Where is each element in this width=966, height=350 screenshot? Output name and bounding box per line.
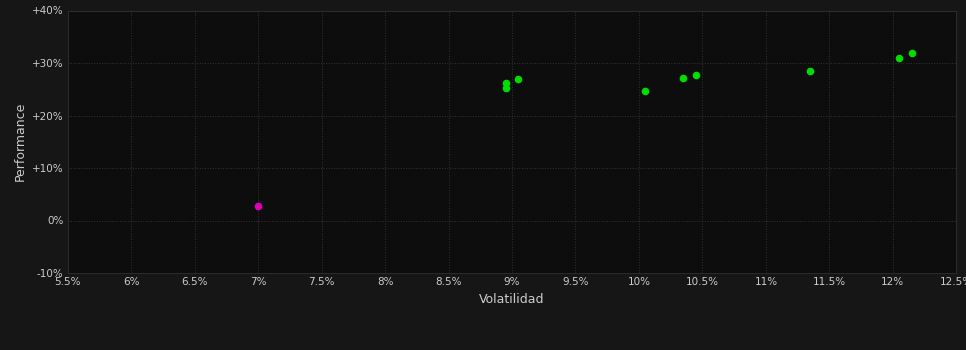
Point (803, 68, 818, 74)
Point (497, 85, 513, 91)
Point (638, 88, 653, 93)
Point (892, 55, 907, 61)
Point (511, 76, 526, 82)
Y-axis label: Performance: Performance (14, 102, 26, 181)
Point (904, 50, 920, 55)
Point (689, 72, 704, 77)
X-axis label: Volatilidad: Volatilidad (479, 293, 545, 306)
Point (675, 75, 691, 80)
Point (497, 80, 513, 86)
Point (250, 203, 266, 209)
